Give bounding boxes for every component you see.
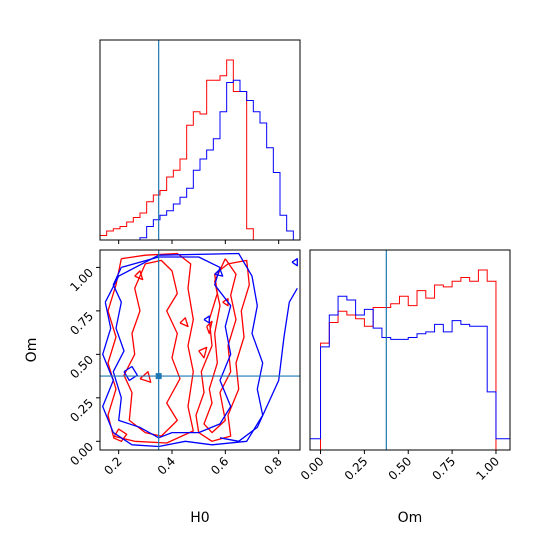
hist-om-series-series_a <box>310 269 510 451</box>
contour-ytick-label-3: 0.75 <box>67 309 96 338</box>
hist-h0-series-series_b <box>100 79 300 241</box>
contour-frame <box>99 249 301 451</box>
contour-series_a-9 <box>134 270 144 281</box>
contour-series_b-2 <box>219 287 298 442</box>
contour-h0-om-panel: 0.2 0.4 0.6 0.8 0.00 0.25 0.50 0.75 1.00 <box>67 249 301 478</box>
hist-h0-frame <box>99 39 301 241</box>
contour-ytick-label-2: 0.50 <box>67 353 96 382</box>
contour-xtick-label-2: 0.6 <box>208 454 231 477</box>
contour-series_a-7 <box>139 371 152 383</box>
contour-xtick-label-1: 0.4 <box>155 454 178 477</box>
contour-xtick-label-0: 0.2 <box>101 454 124 477</box>
contour-lines <box>102 252 298 448</box>
hist-om-xtick-label-1: 0.25 <box>342 454 371 483</box>
contour-series_b-3 <box>123 365 138 382</box>
histogram-h0-panel <box>99 39 301 244</box>
hist-om-xtick-label-4: 1.00 <box>473 454 502 483</box>
contour-series_b-1 <box>102 252 264 448</box>
contour-series_a-5 <box>198 346 208 359</box>
hist-om-xtick-label-3: 0.75 <box>429 454 458 483</box>
hist-om-series-series_b <box>309 295 511 450</box>
contour-series_b-4 <box>203 315 210 324</box>
contour-series_a-6 <box>206 320 213 335</box>
hist-om-frame <box>309 249 511 451</box>
contour-series_a-3 <box>195 259 250 442</box>
contour-series_b-5 <box>214 268 224 277</box>
hist-h0-series-series_a <box>99 59 300 241</box>
contour-ytick-label-1: 0.25 <box>67 396 96 425</box>
contour-xtick-label-3: 0.8 <box>261 454 284 477</box>
contour-series_a-0 <box>123 259 181 437</box>
contour-series_a-8 <box>179 317 189 328</box>
contour-truth-marker <box>155 373 162 380</box>
hist-om-xtick-label-2: 0.50 <box>386 454 415 483</box>
hist-om-xtick-label-0: 0.00 <box>298 454 327 483</box>
contour-series_b-0 <box>112 256 232 439</box>
contour-series_a-4 <box>112 428 128 442</box>
histogram-om-panel: 0.00 0.25 0.50 0.75 1.00 <box>298 249 511 483</box>
x-axis-label-h0: H0 <box>190 510 209 526</box>
x-axis-label-om: Om <box>398 510 423 526</box>
contour-ytick-label-4: 1.00 <box>67 266 96 295</box>
contour-series_a-2 <box>203 258 237 434</box>
contour-ytick-label-0: 0.00 <box>67 440 96 469</box>
y-axis-label-om: Om <box>24 338 40 363</box>
contour-series_a-1 <box>107 252 194 444</box>
contour-series_b-6 <box>291 258 298 267</box>
